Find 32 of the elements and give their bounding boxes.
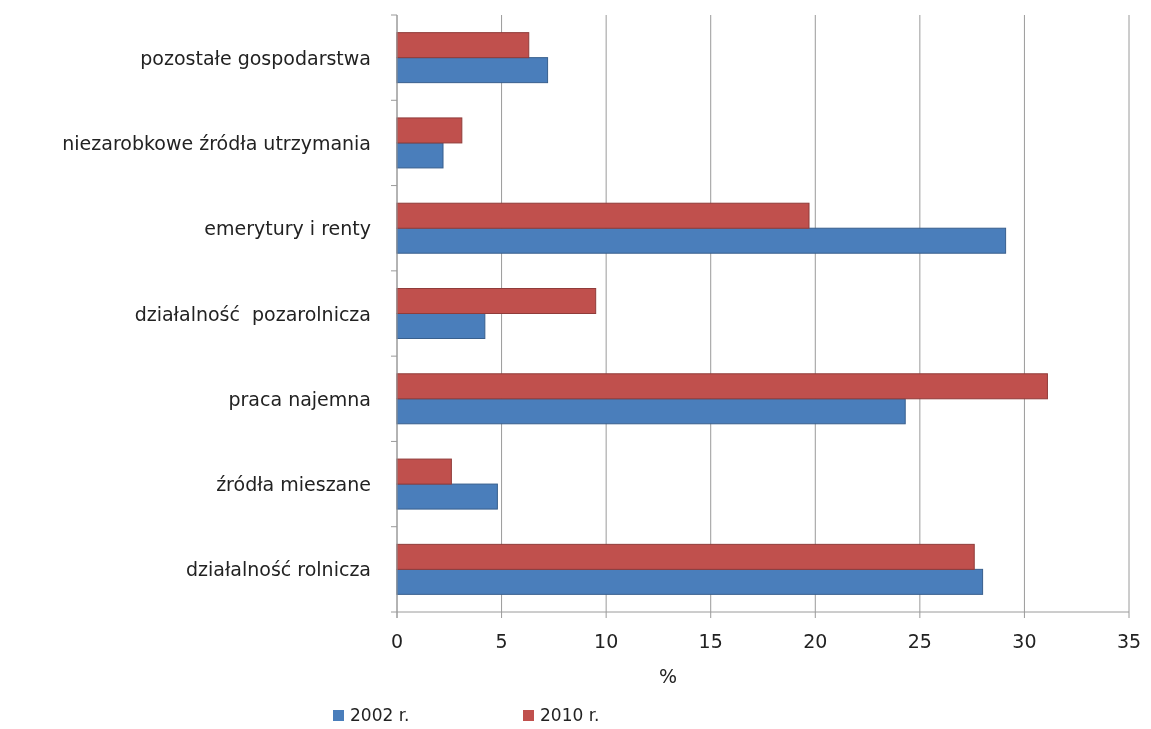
bar: [396, 57, 549, 84]
bar: [396, 568, 984, 595]
bar: [396, 373, 1048, 400]
bar: [396, 313, 486, 339]
legend-label: 2010 r.: [540, 705, 600, 725]
x-axis-title: %: [658, 665, 678, 687]
bar: [396, 202, 810, 229]
y-tick-label: działalność pozarolnicza: [134, 302, 371, 325]
x-tick-label: 25: [907, 630, 932, 652]
bar: [396, 483, 498, 510]
bar: [396, 543, 975, 570]
x-tick-label: 30: [1012, 630, 1037, 652]
x-tick-label: 15: [698, 630, 723, 652]
y-tick-label: praca najemna: [228, 387, 371, 410]
bar: [396, 227, 1007, 254]
x-tick-label: 5: [495, 630, 508, 652]
bar: [396, 117, 463, 144]
y-tick-label: pozostałe gospodarstwa: [140, 46, 371, 69]
bar: [396, 288, 597, 314]
y-tick-label: emerytury i renty: [204, 217, 371, 240]
x-tick-label: 10: [594, 630, 619, 652]
legend-label: 2002 r.: [350, 705, 410, 725]
x-tick-label: 20: [803, 630, 828, 652]
y-tick-label: działalność rolnicza: [185, 558, 371, 581]
bar: [396, 32, 530, 59]
x-tick-label: 0: [390, 630, 404, 652]
y-tick-label: źródła mieszane: [216, 473, 371, 496]
bar: [396, 458, 452, 485]
x-tick-label: 35: [1116, 630, 1142, 652]
y-tick-label: niezarobkowe źródła utrzymania: [62, 131, 371, 154]
bar: [396, 142, 444, 169]
bar: [396, 398, 906, 425]
